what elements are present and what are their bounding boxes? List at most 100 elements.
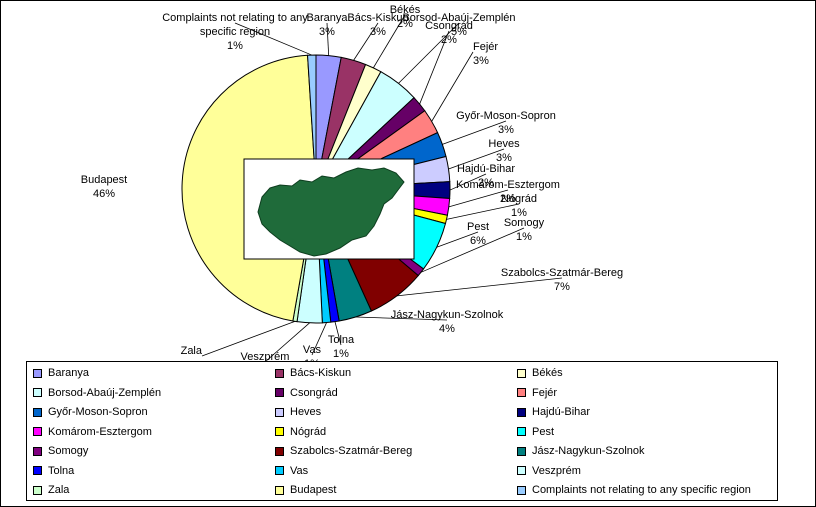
label-bacs-kiskun: Bács-Kiskun 3%: [347, 12, 408, 38]
legend-item-bekes: Békés: [517, 365, 563, 381]
leader-somogy: [420, 227, 525, 273]
leader-gyor-moson-sopron: [442, 120, 507, 145]
label-borsod-abauj-zemplen: Borsod-Abaúj-Zemplén 5%: [402, 12, 515, 38]
legend-item-borsod-abauj-zemplen: Borsod-Abaúj-Zemplén: [33, 385, 161, 401]
legend-label: Borsod-Abaúj-Zemplén: [48, 386, 162, 399]
legend-item-budapest: Budapest: [275, 482, 336, 498]
legend-swatch: [33, 446, 42, 456]
label-baranya: Baranya 3%: [307, 12, 349, 38]
leader-vas: [311, 322, 327, 356]
legend-item-tolna: Tolna: [33, 463, 74, 479]
leader-bekes: [372, 14, 406, 69]
label-zala: Zala: [181, 345, 203, 357]
label-pest: Pest 6%: [467, 221, 489, 247]
label-csongrad: Csongrád 2%: [425, 20, 473, 46]
legend-swatch: [275, 446, 284, 456]
label-veszprem: Veszprém: [241, 351, 290, 363]
label-heves: Heves 3%: [488, 138, 520, 164]
label-tolna: Tolna 1%: [328, 334, 355, 360]
leader-borsod-abauj-zemplen: [398, 22, 460, 84]
legend-swatch: [275, 427, 284, 436]
label-hajdu-bihar: Hajdú-Bihar 2%: [457, 163, 515, 189]
leader-nograd: [446, 203, 520, 220]
leader-hajdu-bihar: [449, 173, 487, 191]
leader-zala: [201, 320, 296, 357]
hungary-map-shape: [257, 167, 405, 257]
label-jasz-nagykun-szolnok: Jász-Nagykun-Szolnok 4%: [391, 309, 504, 335]
legend: Baranya Bács-Kiskun Békés Borsod-Abaúj-Zemp…: [26, 361, 778, 501]
legend-label: Bács-Kiskun: [290, 367, 352, 379]
leader-tolna: [334, 321, 342, 346]
legend-swatch: [33, 388, 42, 397]
leader-baranya: [326, 22, 330, 56]
legend-item-hajdu-bihar: Hajdú-Bihar: [517, 404, 590, 420]
slice-labels: Baranya 3%Bács-Kiskun 3%Békés 2%Borsod-Abaú…: [81, 4, 623, 370]
leader-szabolcs-szatmar-bereg: [396, 277, 563, 297]
legend-swatch: [33, 427, 42, 436]
label-fejer: Fejér 3%: [473, 41, 498, 67]
slice-complaints-not-relating-to-any-specific-region: [307, 54, 317, 190]
legend-item-vas: Vas: [275, 463, 308, 479]
legend-swatch: [517, 368, 526, 378]
legend-swatch: [33, 485, 42, 495]
legend-swatch: [517, 466, 526, 475]
legend-swatch: [275, 407, 284, 417]
legend-item-fejer: Fejér: [517, 385, 557, 401]
legend-item-jasz-nagykun-szolnok: Jász-Nagykun-Szolnok: [517, 443, 645, 459]
legend-item-veszprem: Veszprém: [517, 463, 581, 479]
legend-label: Hajdú-Bihar: [532, 406, 591, 418]
legend-label: Pest: [532, 425, 555, 438]
legend-label: Zala: [48, 484, 70, 496]
legend-label: Komárom-Esztergom: [48, 425, 152, 438]
legend-item-nograd: Nógrád: [275, 424, 326, 440]
legend-swatch: [33, 407, 42, 417]
leader-jasz-nagykun-szolnok: [355, 316, 448, 321]
legend-label: Veszprém: [532, 464, 581, 477]
legend-swatch: [275, 485, 284, 495]
legend-label: Fejér: [532, 386, 558, 399]
legend-label: Complaints not relating to any specific …: [532, 484, 751, 496]
legend-swatch: [517, 388, 526, 397]
label-budapest: Budapest 46%: [81, 174, 127, 200]
label-somogy: Somogy 1%: [504, 217, 545, 243]
legend-item-pest: Pest: [517, 424, 554, 440]
legend-label: Budapest: [290, 484, 337, 496]
legend-item-csongrad: Csongrád: [275, 385, 338, 401]
leader-bacs-kiskun: [353, 22, 379, 61]
legend-item-heves: Heves: [275, 404, 321, 420]
legend-item-gyor-moson-sopron: Győr-Moson-Sopron: [33, 404, 148, 420]
legend-label: Jász-Nagykun-Szolnok: [532, 445, 645, 457]
label-nograd: Nógrád 1%: [501, 193, 537, 219]
legend-swatch: [275, 388, 284, 397]
label-complaints-not-relating-to-any-specific-region: Complaints not relating to any specific r…: [162, 12, 308, 52]
leader-pest: [436, 231, 479, 248]
leader-veszprem: [264, 322, 310, 363]
legend-label: Vas: [290, 464, 309, 477]
legend-item-zala: Zala: [33, 482, 69, 498]
label-komarom-esztergom: Komárom-Esztergom 2%: [456, 179, 560, 205]
legend-swatch: [517, 427, 526, 436]
legend-swatch: [33, 466, 42, 475]
legend-swatch: [517, 446, 526, 456]
leader-fejer: [431, 51, 474, 122]
legend-swatch: [517, 485, 526, 495]
legend-item-komarom-esztergom: Komárom-Esztergom: [33, 424, 152, 440]
legend-item-somogy: Somogy: [33, 443, 88, 459]
leader-complaints-not-relating-to-any-specific-region: [234, 22, 312, 56]
legend-label: Heves: [290, 406, 322, 418]
legend-label: Baranya: [48, 367, 89, 379]
legend-swatch: [275, 466, 284, 475]
legend-label: Somogy: [48, 445, 89, 457]
legend-swatch: [517, 407, 526, 417]
legend-swatch: [275, 368, 284, 378]
hungary-map-inset: [243, 158, 415, 260]
label-bekes: Békés 2%: [390, 4, 421, 30]
legend-label: Tolna: [48, 464, 75, 477]
legend-item-baranya: Baranya: [33, 365, 89, 381]
legend-label: Csongrád: [290, 386, 338, 399]
label-gyor-moson-sopron: Győr-Moson-Sopron 3%: [456, 110, 556, 136]
leader-heves: [448, 148, 505, 170]
legend-label: Szabolcs-Szatmár-Bereg: [290, 445, 413, 457]
label-szabolcs-szatmar-bereg: Szabolcs-Szatmár-Bereg 7%: [501, 267, 623, 293]
